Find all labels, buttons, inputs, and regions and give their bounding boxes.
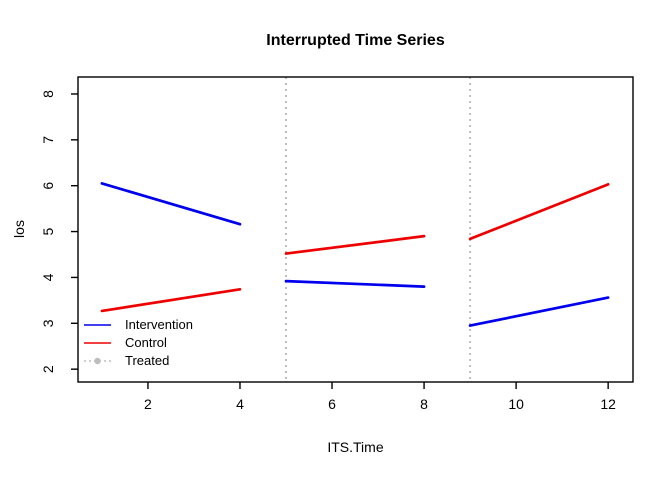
x-tick-label: 12 — [600, 396, 616, 412]
series-control-segment — [284, 234, 426, 255]
plot-box — [77, 76, 634, 383]
y-axis-label: los — [11, 220, 27, 238]
series-intervention-segment — [284, 279, 426, 288]
x-tick-label: 2 — [144, 396, 152, 412]
y-tick-label: 7 — [40, 136, 56, 144]
series-intervention-segment — [468, 296, 610, 327]
legend-point-marker — [94, 357, 101, 365]
y-tick-label: 4 — [40, 273, 56, 281]
x-tick-label: 10 — [508, 396, 524, 412]
series-control-segment — [468, 182, 610, 241]
series-control-segment — [100, 288, 242, 313]
y-tick-label: 3 — [40, 319, 56, 327]
x-tick-label: 6 — [328, 396, 336, 412]
legend-label-intervention: Intervention — [125, 317, 193, 332]
x-tick-label: 4 — [236, 396, 244, 412]
y-tick-label: 6 — [40, 182, 56, 190]
series-intervention-segment — [100, 182, 242, 226]
x-axis-label: ITS.Time — [327, 439, 384, 455]
x-tick-label: 8 — [420, 396, 428, 412]
legend-label-treated: Treated — [125, 353, 170, 368]
y-tick-label: 2 — [40, 365, 56, 373]
chart-title: Interrupted Time Series — [266, 32, 445, 49]
legend-label-control: Control — [125, 335, 167, 350]
y-tick-label: 5 — [40, 227, 56, 235]
y-tick-label: 8 — [40, 90, 56, 98]
